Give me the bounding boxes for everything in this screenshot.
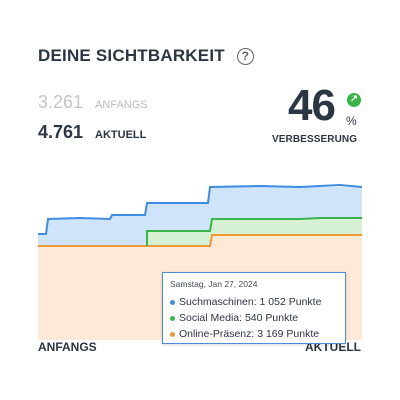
widget-header: DEINE SICHTBARKEIT ? [38, 46, 254, 66]
tooltip-search-text: Suchmaschinen: 1 052 Punkte [179, 296, 322, 308]
improvement-unit: % [346, 114, 357, 128]
search-engines-area [38, 187, 362, 246]
online-presence-line [38, 234, 362, 247]
start-value: 3.261 [38, 92, 84, 112]
arrow-up-right-icon: ↗ [347, 93, 361, 107]
tooltip-online-text: Online-Präsenz: 3 169 Punkte [179, 328, 320, 340]
start-stat: 3.261 ANFANGS [38, 92, 148, 113]
tooltip-row-social: Social Media: 540 Punkte [170, 310, 338, 326]
widget-title: DEINE SICHTBARKEIT [38, 46, 225, 65]
blue-dot-icon [170, 299, 175, 305]
social-media-area [147, 219, 362, 246]
current-label: AKTUELL [95, 129, 147, 141]
tooltip-social-text: Social Media: 540 Punkte [179, 312, 299, 324]
current-stat: 4.761 AKTUELL [38, 122, 146, 143]
axis-start-label: ANFANGS [38, 340, 97, 354]
tooltip-row-online: Online-Präsenz: 3 169 Punkte [170, 326, 338, 342]
start-label: ANFANGS [95, 99, 148, 111]
chart-tooltip: Samstag, Jan 27, 2024 Suchmaschinen: 1 0… [162, 272, 346, 344]
improvement-value: 46 [288, 81, 336, 130]
tooltip-row-search: Suchmaschinen: 1 052 Punkte [170, 294, 338, 310]
help-icon[interactable]: ? [236, 47, 254, 65]
green-dot-icon [170, 315, 175, 321]
tooltip-date: Samstag, Jan 27, 2024 [170, 279, 258, 289]
search-engines-line [38, 183, 363, 235]
improvement-label: VERBESSERUNG [272, 134, 358, 145]
current-value: 4.761 [38, 122, 84, 142]
orange-dot-icon [170, 331, 175, 337]
social-media-line [146, 217, 362, 246]
